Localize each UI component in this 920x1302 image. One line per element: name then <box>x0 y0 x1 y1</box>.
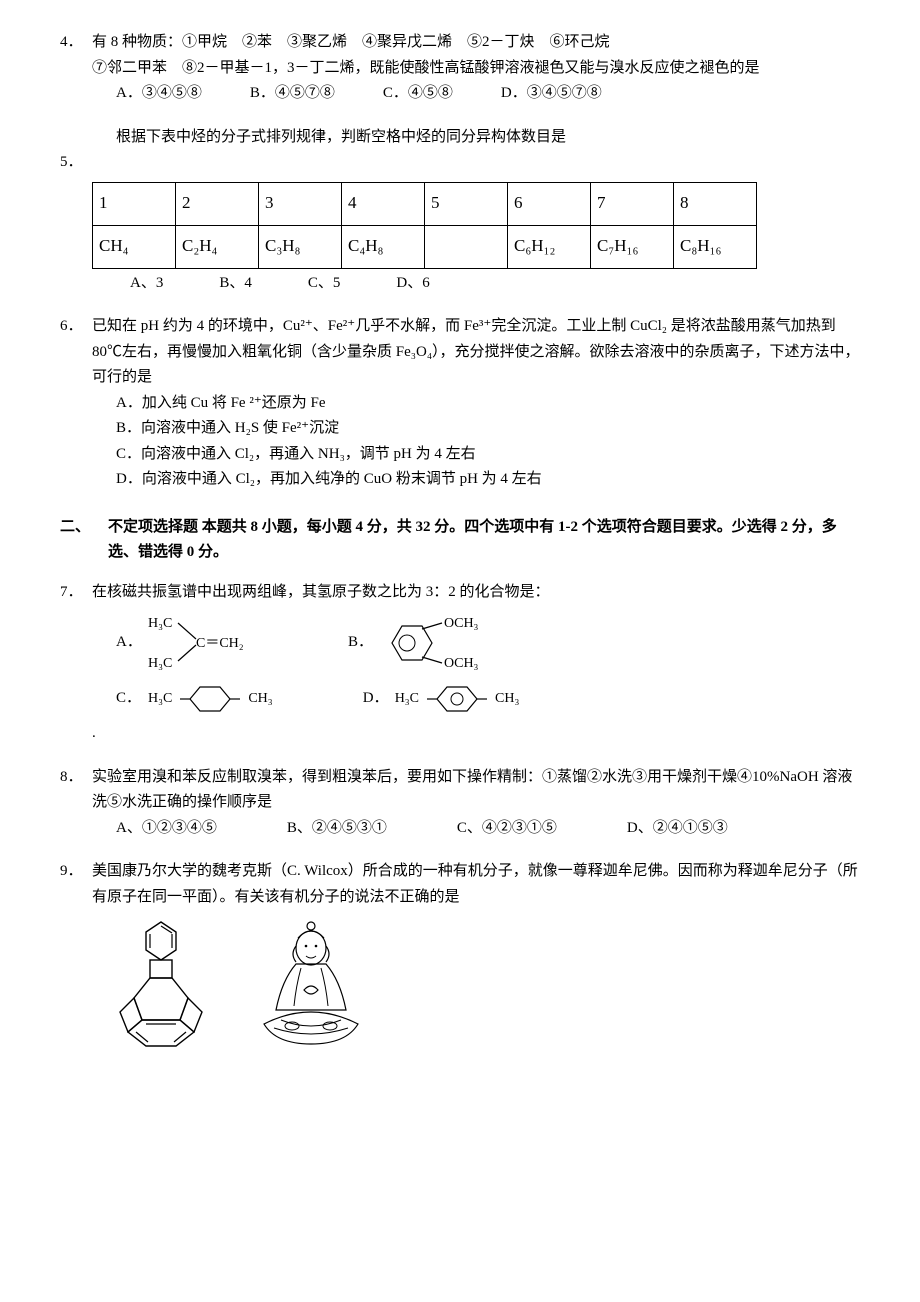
q7-c-left: H₃C <box>148 687 172 711</box>
q4-row: 4． 有 8 种物质：①甲烷 ②苯 ③聚乙烯 ④聚异戊二烯 ⑤2－丁炔 ⑥环己烷… <box>60 30 860 81</box>
q5-intro: 根据下表中烃的分子式排列规律，判断空格中烃的同分异构体数目是 <box>116 125 860 151</box>
q5-th-3: 3 <box>259 182 342 225</box>
q7-option-a: A． H₃C H₃C C＝CH₂ <box>116 613 258 673</box>
q5-td-7: C₇H₁₆ <box>591 225 674 268</box>
q5-td-1: CH₄ <box>93 225 176 268</box>
q6-option-a: A．加入纯 Cu 将 Fe ²⁺还原为 Fe <box>116 391 860 417</box>
q5-td-3: C₃H₈ <box>259 225 342 268</box>
q8-option-a: A、①②③④⑤ <box>116 816 217 842</box>
q8-stem: 实验室用溴和苯反应制取溴苯，得到粗溴苯后，要用如下操作精制：①蒸馏②水洗③用干燥… <box>92 765 860 816</box>
question-5: 根据下表中烃的分子式排列规律，判断空格中烃的同分异构体数目是 5． 1 2 3 … <box>60 125 860 297</box>
q7-row: 7． 在核磁共振氢谱中出现两组峰，其氢原子数之比为 3：2 的化合物是： <box>60 580 860 606</box>
q5-th-5: 5 <box>425 182 508 225</box>
section-2-text: 不定项选择题 本题共 8 小题，每小题 4 分，共 32 分。四个选项中有 1-… <box>108 515 860 566</box>
q5-td-5 <box>425 225 508 268</box>
q4-stem-line1: 有 8 种物质：①甲烷 ②苯 ③聚乙烯 ④聚异戊二烯 ⑤2－丁炔 ⑥环己烷 <box>92 30 860 56</box>
q7-structure-b-icon: OCH₃ OCH₃ <box>380 611 530 675</box>
q9-number: 9． <box>60 859 92 885</box>
section-2-number: 二、 <box>60 515 108 566</box>
q7-structure-d-icon <box>427 681 487 717</box>
q5-th-2: 2 <box>176 182 259 225</box>
q6-number: 6． <box>60 314 92 340</box>
q6-option-c: C．向溶液中通入 Cl₂，再通入 NH₃，调节 pH 为 4 左右 <box>116 442 860 468</box>
q8-option-d: D、②④①⑤③ <box>627 816 728 842</box>
q5-option-a: A、3 <box>130 271 163 297</box>
q8-row: 8． 实验室用溴和苯反应制取溴苯，得到粗溴苯后，要用如下操作精制：①蒸馏②水洗③… <box>60 765 860 816</box>
q7-fig-row-2: C． H₃C CH₃ D． H₃C CH₃ <box>116 681 860 717</box>
q7-label-b: B． <box>348 630 372 656</box>
q7-structure-a-icon: H₃C H₃C C＝CH₂ <box>148 613 258 673</box>
q5-number: 5． <box>60 150 92 176</box>
q5-td-4: C₄H₈ <box>342 225 425 268</box>
svg-text:H₃C: H₃C <box>148 656 172 671</box>
q7-d-left: H₃C <box>395 687 419 711</box>
q7-c-right: CH₃ <box>248 687 272 711</box>
q7-number: 7． <box>60 580 92 606</box>
q5-table-data-row: CH₄ C₂H₄ C₃H₈ C₄H₈ C₆H₁₂ C₇H₁₆ C₈H₁₆ <box>93 225 757 268</box>
q7-dot: . <box>92 721 860 747</box>
q5-options: A、3 B、4 C、5 D、6 <box>130 271 860 297</box>
q5-td-8: C₈H₁₆ <box>674 225 757 268</box>
q7-option-c: C． H₃C CH₃ <box>116 681 273 717</box>
q4-option-b: B．④⑤⑦⑧ <box>250 81 335 107</box>
svg-text:H₃C: H₃C <box>148 616 172 631</box>
q5-td-2: C₂H₄ <box>176 225 259 268</box>
q8-options: A、①②③④⑤ B、②④⑤③① C、④②③①⑤ D、②④①⑤③ <box>116 816 860 842</box>
svg-text:C＝CH₂: C＝CH₂ <box>196 636 244 651</box>
question-4: 4． 有 8 种物质：①甲烷 ②苯 ③聚乙烯 ④聚异戊二烯 ⑤2－丁炔 ⑥环己烷… <box>60 30 860 107</box>
q7-label-d: D． <box>363 686 387 712</box>
q5-option-b: B、4 <box>219 271 252 297</box>
q7-structure-c-icon <box>180 681 240 717</box>
q5-th-8: 8 <box>674 182 757 225</box>
q4-stem-line2: ⑦邻二甲苯 ⑧2－甲基－1，3－丁二烯，既能使酸性高锰酸钾溶液褪色又能与溴水反应… <box>92 56 860 82</box>
q5-td-6: C₆H₁₂ <box>508 225 591 268</box>
q4-option-c: C．④⑤⑧ <box>383 81 453 107</box>
q5-th-1: 1 <box>93 182 176 225</box>
q5-row: 5． <box>60 150 860 176</box>
question-8: 8． 实验室用溴和苯反应制取溴苯，得到粗溴苯后，要用如下操作精制：①蒸馏②水洗③… <box>60 765 860 842</box>
q7-option-d: D． H₃C CH₃ <box>363 681 520 717</box>
q5-option-d: D、6 <box>396 271 429 297</box>
question-6: 6． 已知在 pH 约为 4 的环境中，Cu²⁺、Fe²⁺几乎不水解，而 Fe³… <box>60 314 860 493</box>
q6-option-b: B．向溶液中通入 H₂S 使 Fe²⁺沉淀 <box>116 416 860 442</box>
q9-figures <box>116 920 860 1050</box>
q7-label-c: C． <box>116 686 140 712</box>
q7-option-b: B． OCH₃ OCH₃ <box>348 611 530 675</box>
q8-number: 8． <box>60 765 92 791</box>
q9-buddha-icon <box>246 920 376 1050</box>
q4-option-d: D．③④⑤⑦⑧ <box>501 81 602 107</box>
q7-d-right: CH₃ <box>495 687 519 711</box>
q6-stem: 已知在 pH 约为 4 的环境中，Cu²⁺、Fe²⁺几乎不水解，而 Fe³⁺完全… <box>92 314 860 391</box>
svg-text:OCH₃: OCH₃ <box>444 656 479 671</box>
q5-th-4: 4 <box>342 182 425 225</box>
question-7: 7． 在核磁共振氢谱中出现两组峰，其氢原子数之比为 3：2 的化合物是： A． … <box>60 580 860 747</box>
q5-option-c: C、5 <box>308 271 341 297</box>
q4-option-a: A．③④⑤⑧ <box>116 81 202 107</box>
q7-stem: 在核磁共振氢谱中出现两组峰，其氢原子数之比为 3：2 的化合物是： <box>92 580 860 606</box>
q4-options: A．③④⑤⑧ B．④⑤⑦⑧ C．④⑤⑧ D．③④⑤⑦⑧ <box>116 81 860 107</box>
q9-stem: 美国康乃尔大学的魏考克斯（C. Wilcox）所合成的一种有机分子，就像一尊释迦… <box>92 859 860 910</box>
q4-number: 4． <box>60 30 92 56</box>
q8-option-c: C、④②③①⑤ <box>457 816 557 842</box>
q6-row: 6． 已知在 pH 约为 4 的环境中，Cu²⁺、Fe²⁺几乎不水解，而 Fe³… <box>60 314 860 391</box>
q5-table: 1 2 3 4 5 6 7 8 CH₄ C₂H₄ C₃H₈ C₄H₈ C₆H₁₂… <box>92 182 757 269</box>
svg-text:OCH₃: OCH₃ <box>444 616 479 631</box>
q5-th-7: 7 <box>591 182 674 225</box>
q9-molecule-icon <box>116 920 206 1050</box>
q7-fig-row-1: A． H₃C H₃C C＝CH₂ B． OCH₃ OCH₃ <box>116 611 860 675</box>
section-2-title: 二、 不定项选择题 本题共 8 小题，每小题 4 分，共 32 分。四个选项中有… <box>60 515 860 566</box>
q6-option-d: D．向溶液中通入 Cl₂，再加入纯净的 CuO 粉末调节 pH 为 4 左右 <box>116 467 860 493</box>
q4-body: 有 8 种物质：①甲烷 ②苯 ③聚乙烯 ④聚异戊二烯 ⑤2－丁炔 ⑥环己烷 ⑦邻… <box>92 30 860 81</box>
q8-option-b: B、②④⑤③① <box>287 816 387 842</box>
q9-row: 9． 美国康乃尔大学的魏考克斯（C. Wilcox）所合成的一种有机分子，就像一… <box>60 859 860 910</box>
q5-table-header-row: 1 2 3 4 5 6 7 8 <box>93 182 757 225</box>
question-9: 9． 美国康乃尔大学的魏考克斯（C. Wilcox）所合成的一种有机分子，就像一… <box>60 859 860 1050</box>
q7-label-a: A． <box>116 630 140 656</box>
q5-th-6: 6 <box>508 182 591 225</box>
